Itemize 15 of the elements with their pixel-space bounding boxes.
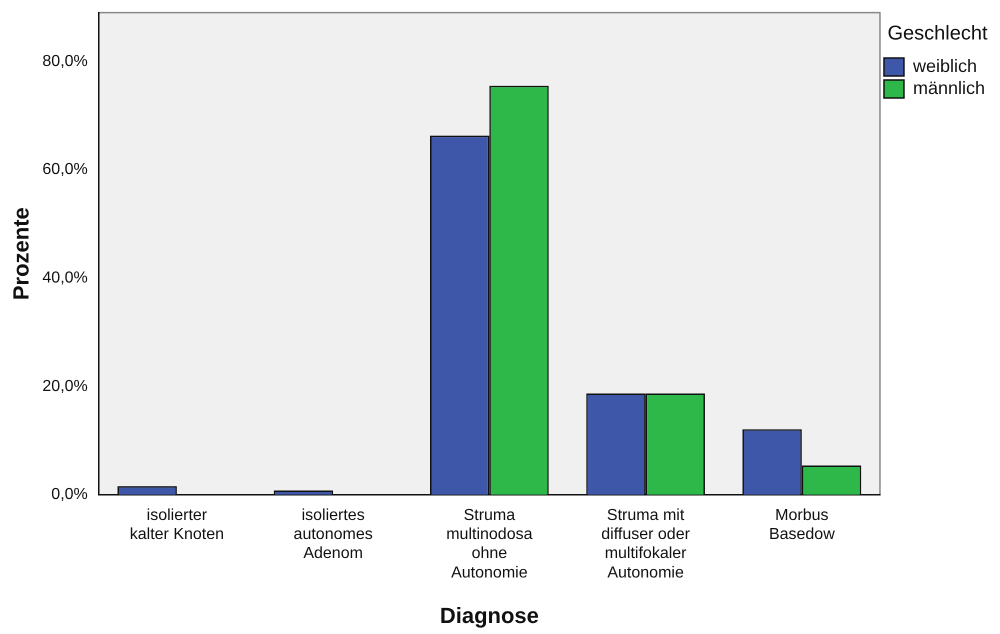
legend-label: weiblich <box>912 56 977 76</box>
legend-label: männlich <box>912 78 986 98</box>
y-tick-label: 0,0% <box>51 486 88 504</box>
x-tick-label: Morbus Basedow <box>768 506 836 544</box>
x-tick-label: isolierter kalter Knoten <box>130 506 224 544</box>
y-tick-label: 60,0% <box>42 161 88 178</box>
y-tick-label: 80,0% <box>42 52 88 70</box>
y-tick-label: 40,0% <box>42 269 88 286</box>
x-tick-label: Struma multinodosa ohne Autonomie <box>446 506 533 582</box>
y-axis-title: Prozente <box>8 207 34 300</box>
x-axis-title: Diagnose <box>440 602 539 628</box>
x-tick-label: Struma mit diffuser oder multifokaler Autonomie <box>601 506 691 582</box>
x-tick-label: isoliertes autonomes Adenom <box>294 506 373 562</box>
y-tick-label: 20,0% <box>42 378 88 395</box>
legend-title: Geschlecht <box>887 22 988 45</box>
